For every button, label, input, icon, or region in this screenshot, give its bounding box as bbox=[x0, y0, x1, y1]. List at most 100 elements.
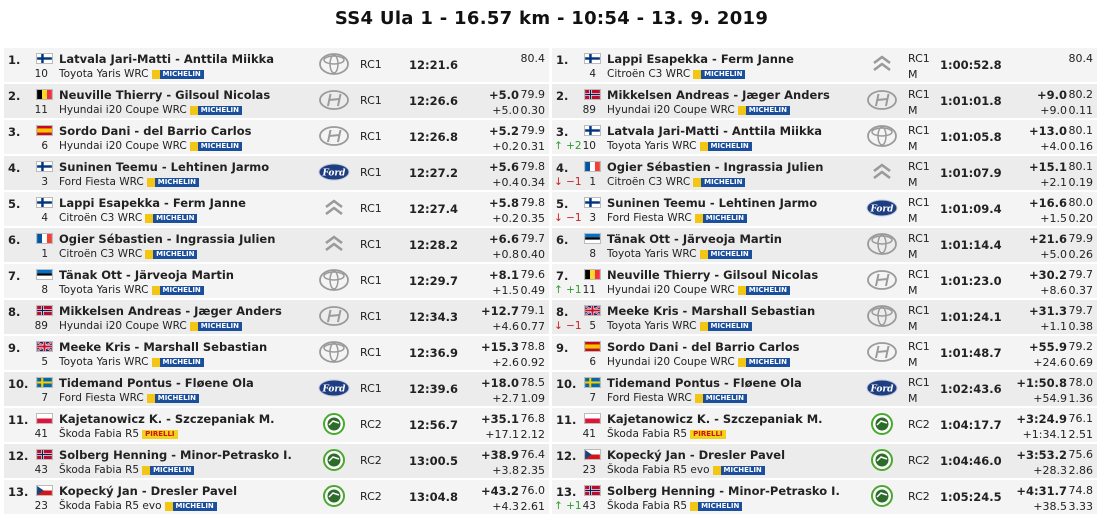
crew-name[interactable]: Kopecký Jan - Dresler Pavel bbox=[59, 484, 238, 498]
average-speed: 79.8 bbox=[520, 160, 546, 173]
position: 9. bbox=[8, 341, 21, 355]
table-row[interactable]: 4. ↓ −1 Ogier Sébastien - Ingrassia Julien… bbox=[552, 156, 1097, 190]
crew-name[interactable]: Lappi Esapekka - Ferm Janne bbox=[607, 52, 794, 66]
crew-name[interactable]: Ogier Sébastien - Ingrassia Julien bbox=[607, 160, 824, 174]
table-row[interactable]: 7. Tänak Ott - Järveoja Martin 8 Toyota Yar… bbox=[4, 264, 549, 298]
flag-icon-fin bbox=[584, 125, 601, 136]
average-speed: 80.2 bbox=[1068, 88, 1094, 101]
class-sub-label: M bbox=[908, 140, 918, 153]
crew-name[interactable]: Suninen Teemu - Lehtinen Jarmo bbox=[607, 196, 818, 210]
gap-to-leader: +12.7 bbox=[480, 304, 519, 318]
average-speed: 78.0 bbox=[1068, 376, 1094, 389]
time-value: 1:02:43.6 bbox=[940, 382, 1002, 396]
michelin-logo: MICHELIN bbox=[699, 141, 752, 151]
difference-value: 0.77 bbox=[520, 320, 546, 333]
crew-name[interactable]: Tidemand Pontus - Fløene Ola bbox=[59, 376, 254, 390]
flag-icon-est bbox=[36, 269, 53, 280]
table-row[interactable]: 3. ↑ +2 Latvala Jari-Matti - Anttila Miikk… bbox=[552, 120, 1097, 154]
table-row[interactable]: 9. Meeke Kris - Marshall Sebastian 5 Toyota… bbox=[4, 336, 549, 370]
crew-name[interactable]: Suninen Teemu - Lehtinen Jarmo bbox=[59, 160, 270, 174]
car-model-text: Ford Fiesta WRC bbox=[59, 176, 144, 188]
crew-name[interactable]: Latvala Jari-Matti - Anttila Miikka bbox=[59, 52, 275, 66]
crew-name[interactable]: Neuville Thierry - Gilsoul Nicolas bbox=[607, 268, 819, 282]
crew-name[interactable]: Kajetanowicz K. - Szczepaniak M. bbox=[59, 412, 275, 426]
hyundai-logo-icon bbox=[866, 87, 898, 113]
crew-name[interactable]: Mikkelsen Andreas - Jæger Anders bbox=[59, 304, 282, 318]
citroen-logo-icon bbox=[866, 51, 898, 77]
crew-name[interactable]: Meeke Kris - Marshall Sebastian bbox=[607, 304, 816, 318]
crew-name[interactable]: Lappi Esapekka - Ferm Janne bbox=[59, 196, 246, 210]
table-row[interactable]: 9. Sordo Dani - del Barrio Carlos 6 Hyundai… bbox=[552, 336, 1097, 370]
flag-icon-nor bbox=[584, 89, 601, 100]
average-speed: 80.1 bbox=[1068, 160, 1094, 173]
car-model: Citroën C3 WRC MICHELIN bbox=[59, 248, 198, 260]
crew-name[interactable]: Tänak Ott - Järveoja Martin bbox=[59, 268, 234, 282]
table-row[interactable]: 12. Solberg Henning - Minor-Petrasko I. 43… bbox=[4, 444, 549, 478]
table-row[interactable]: 2. Neuville Thierry - Gilsoul Nicolas 11 Hy… bbox=[4, 84, 549, 118]
class-label: RC1 bbox=[908, 52, 930, 65]
crew-name[interactable]: Solberg Henning - Minor-Petrasko I. bbox=[607, 484, 840, 498]
hyundai-logo-icon bbox=[318, 87, 350, 113]
average-speed: 80.1 bbox=[1068, 124, 1094, 137]
table-row[interactable]: 6. Ogier Sébastien - Ingrassia Julien 1 Cit… bbox=[4, 228, 549, 262]
table-row[interactable]: 11. Kajetanowicz K. - Szczepaniak M. 41 Ško… bbox=[4, 408, 549, 442]
table-row[interactable]: 3. Sordo Dani - del Barrio Carlos 6 Hyundai… bbox=[4, 120, 549, 154]
time-value: 1:01:23.0 bbox=[940, 274, 1002, 288]
table-row[interactable]: 4. Suninen Teemu - Lehtinen Jarmo 3 Ford Fi… bbox=[4, 156, 549, 190]
time-value: 12:39.6 bbox=[409, 382, 458, 396]
crew-name[interactable]: Meeke Kris - Marshall Sebastian bbox=[59, 340, 268, 354]
crew-name[interactable]: Sordo Dani - del Barrio Carlos bbox=[607, 340, 800, 354]
average-speed: 80.0 bbox=[1068, 196, 1094, 209]
michelin-logo: MICHELIN bbox=[737, 105, 791, 115]
table-row[interactable]: 5. ↓ −1 Suninen Teemu - Lehtinen Jarmo 3 For… bbox=[552, 192, 1097, 226]
table-row[interactable]: 10. Tidemand Pontus - Fløene Ola 7 Ford Fie… bbox=[4, 372, 549, 406]
crew-name[interactable]: Tänak Ott - Järveoja Martin bbox=[607, 232, 782, 246]
gap-to-previous: +1:34.1 bbox=[1022, 428, 1067, 441]
michelin-logo: MICHELIN bbox=[151, 357, 204, 367]
crew-name[interactable]: Solberg Henning - Minor-Petrasko I. bbox=[59, 448, 292, 462]
crew-name[interactable]: Ogier Sébastien - Ingrassia Julien bbox=[59, 232, 276, 246]
car-model-text: Citroën C3 WRC bbox=[59, 248, 143, 260]
difference-value: 0.37 bbox=[1068, 284, 1094, 297]
car-number: 43 bbox=[582, 500, 596, 512]
table-row[interactable]: 8. ↓ −1 Meeke Kris - Marshall Sebastian 5 To… bbox=[552, 300, 1097, 334]
table-row[interactable]: 13. ↑ +1 Solberg Henning - Minor-Petrasko … bbox=[552, 480, 1097, 514]
position-change: ↑ +1 bbox=[554, 284, 582, 296]
michelin-logo: MICHELIN bbox=[737, 357, 791, 367]
class-label: RC1 bbox=[908, 124, 930, 137]
table-row[interactable]: 5. Lappi Esapekka - Ferm Janne 4 Citroën C3… bbox=[4, 192, 549, 226]
table-row[interactable]: 8. Mikkelsen Andreas - Jæger Anders 89 Hyun… bbox=[4, 300, 549, 334]
car-number: 11 bbox=[34, 104, 48, 116]
gap-to-leader: +21.6 bbox=[1028, 232, 1067, 246]
average-speed: 79.9 bbox=[1068, 232, 1094, 245]
table-row[interactable]: 12. Kopecký Jan - Dresler Pavel 23 Škoda Fa… bbox=[552, 444, 1097, 478]
crew-name[interactable]: Latvala Jari-Matti - Anttila Miikka bbox=[607, 124, 823, 138]
table-row[interactable]: 2. Mikkelsen Andreas - Jæger Anders 89 Hyun… bbox=[552, 84, 1097, 118]
class-label: RC1 bbox=[908, 376, 930, 389]
position-change: ↓ −1 bbox=[554, 176, 582, 188]
time-value: 1:04:46.0 bbox=[940, 454, 1002, 468]
flag-icon-nor bbox=[584, 485, 601, 496]
crew-name[interactable]: Tidemand Pontus - Fløene Ola bbox=[607, 376, 802, 390]
table-row[interactable]: 6. Tänak Ott - Järveoja Martin 8 Toyota Yar… bbox=[552, 228, 1097, 262]
ford-logo-icon: Ford bbox=[318, 159, 350, 185]
table-row[interactable]: 1. Lappi Esapekka - Ferm Janne 4 Citroën C3… bbox=[552, 48, 1097, 82]
crew-name[interactable]: Kopecký Jan - Dresler Pavel bbox=[607, 448, 786, 462]
crew-name[interactable]: Sordo Dani - del Barrio Carlos bbox=[59, 124, 252, 138]
car-number: 4 bbox=[41, 212, 48, 224]
difference-value: 0.49 bbox=[520, 284, 546, 297]
crew-name[interactable]: Neuville Thierry - Gilsoul Nicolas bbox=[59, 88, 271, 102]
toyota-logo-icon bbox=[866, 231, 898, 257]
class-label: RC1 bbox=[908, 160, 930, 173]
crew-name[interactable]: Mikkelsen Andreas - Jæger Anders bbox=[607, 88, 830, 102]
difference-value: 0.11 bbox=[1068, 104, 1094, 117]
table-row[interactable]: 7. ↑ +1 Neuville Thierry - Gilsoul Nicolas… bbox=[552, 264, 1097, 298]
table-row[interactable]: 11. Kajetanowicz K. - Szczepaniak M. 41 Ško… bbox=[552, 408, 1097, 442]
flag-icon-pol bbox=[36, 413, 53, 424]
crew-name[interactable]: Kajetanowicz K. - Szczepaniak M. bbox=[607, 412, 823, 426]
time-value: 12:21.6 bbox=[409, 58, 458, 72]
table-row[interactable]: 1. Latvala Jari-Matti - Anttila Miikka 10 T… bbox=[4, 48, 549, 82]
table-row[interactable]: 10. Tidemand Pontus - Fløene Ola 7 Ford Fie… bbox=[552, 372, 1097, 406]
michelin-logo: MICHELIN bbox=[712, 465, 765, 475]
table-row[interactable]: 13. Kopecký Jan - Dresler Pavel 23 Škoda Fa… bbox=[4, 480, 549, 514]
